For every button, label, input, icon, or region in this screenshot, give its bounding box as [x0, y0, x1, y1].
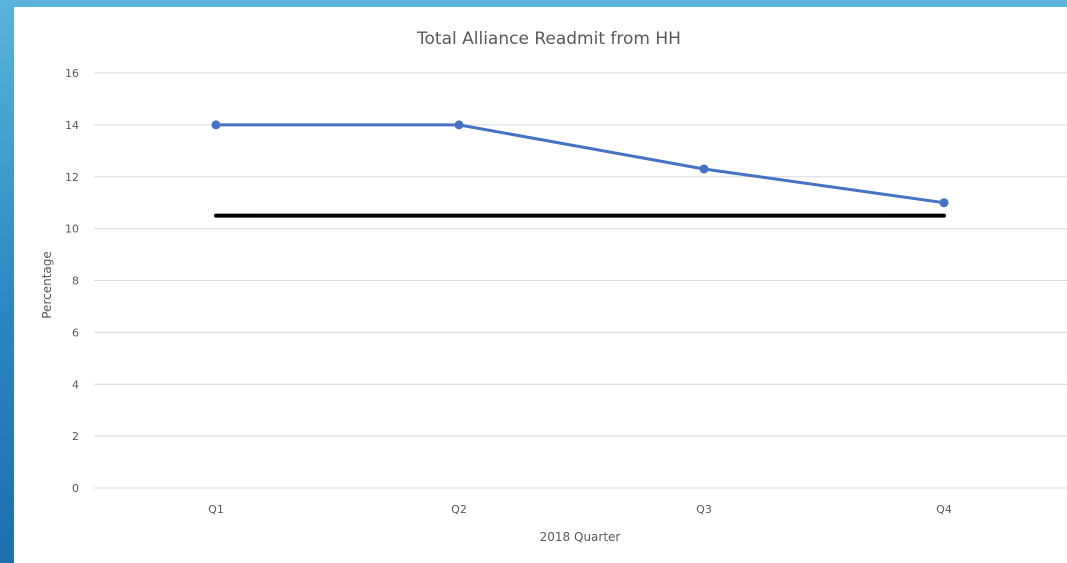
y-tick-label: 12 — [65, 171, 79, 184]
y-tick-label: 14 — [65, 119, 79, 132]
x-tick-label: Q1 — [208, 503, 224, 516]
x-tick-label: Q4 — [936, 503, 952, 516]
y-axis-ticks: 0 2 4 6 8 10 12 14 16 — [65, 67, 79, 495]
series-line-1 — [214, 123, 946, 205]
chart-title: Total Alliance Readmit from HH — [416, 29, 681, 49]
data-point — [454, 120, 464, 130]
x-tick-label: Q3 — [696, 503, 712, 516]
x-axis-title: 2018 Quarter — [540, 530, 621, 544]
chart-panel: Total Alliance Readmit from HH 0 2 4 6 8 10 12… — [14, 7, 1067, 563]
y-tick-label: 2 — [72, 430, 79, 443]
y-tick-label: 4 — [72, 378, 79, 391]
y-tick-label: 16 — [65, 67, 79, 80]
data-point — [211, 120, 221, 130]
y-axis-title: Percentage — [40, 251, 54, 319]
data-point — [699, 164, 709, 174]
y-tick-label: 8 — [72, 275, 79, 288]
x-tick-label: Q2 — [451, 503, 467, 516]
series-layer — [211, 120, 949, 218]
y-tick-label: 6 — [72, 326, 79, 339]
data-point — [939, 198, 949, 208]
x-axis-ticks: Q1 Q2 Q3 Q4 — [208, 503, 952, 516]
y-tick-label: 0 — [72, 482, 79, 495]
gridlines — [94, 72, 1067, 489]
y-tick-label: 10 — [65, 223, 79, 236]
line-chart: Total Alliance Readmit from HH 0 2 4 6 8 10 12… — [40, 29, 1067, 544]
